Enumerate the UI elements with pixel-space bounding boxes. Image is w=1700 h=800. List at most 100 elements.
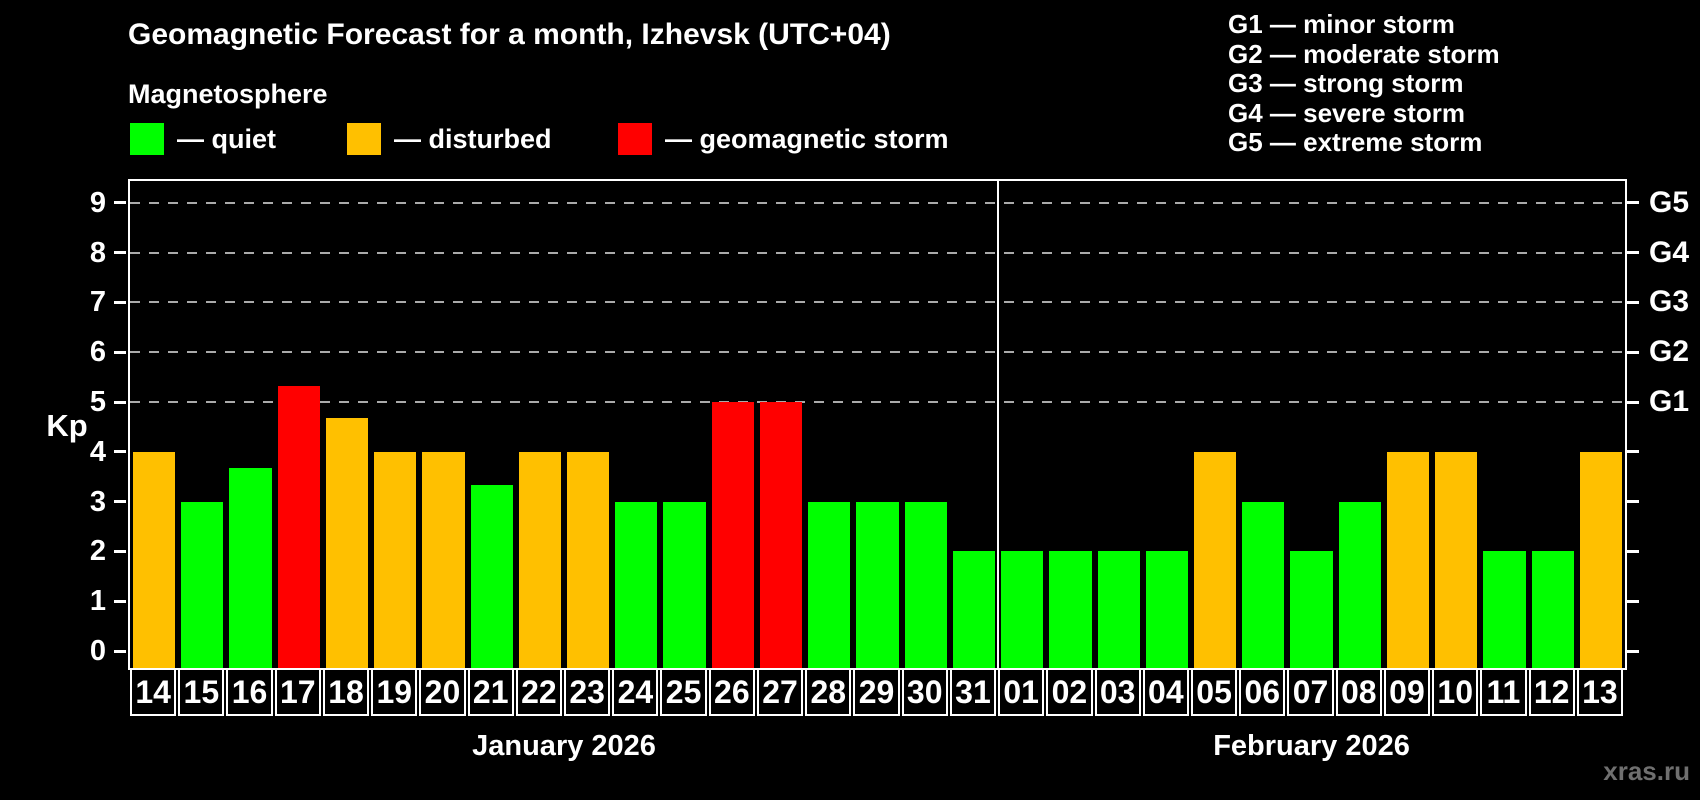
day-label-24: 24 <box>612 668 659 716</box>
bar-day-10 <box>1435 451 1478 668</box>
day-label-16: 16 <box>226 668 273 716</box>
bar-day-20 <box>422 451 465 668</box>
bar-day-23 <box>567 451 610 668</box>
day-label-29: 29 <box>853 668 900 716</box>
kp-tick-right <box>1627 599 1639 603</box>
day-label-01: 01 <box>998 668 1045 716</box>
bar-day-05 <box>1193 451 1237 668</box>
kp-tick-right <box>1627 500 1639 504</box>
kp-tick-left <box>114 649 126 653</box>
kp-tick-right <box>1627 400 1639 404</box>
bar-day-18 <box>325 418 369 668</box>
bar-day-21 <box>470 485 513 668</box>
day-label-02: 02 <box>1046 668 1093 716</box>
gridline-kp7 <box>130 301 1625 304</box>
bar-day-07 <box>1290 551 1333 668</box>
kp-tick-left <box>114 300 126 304</box>
month-label: February 2026 <box>1213 730 1410 762</box>
legend-item-quiet: — quiet <box>130 121 276 157</box>
magnetosphere-label: Magnetosphere <box>128 79 328 109</box>
day-label-07: 07 <box>1287 668 1334 716</box>
bar-day-04 <box>1145 551 1188 668</box>
g-scale-label-g3: G3 <box>1649 285 1690 319</box>
bar-day-03 <box>1097 551 1140 668</box>
bar-day-09 <box>1386 451 1430 668</box>
day-label-23: 23 <box>564 668 611 716</box>
day-label-31: 31 <box>949 668 997 716</box>
quiet-swatch <box>130 123 164 155</box>
kp-tick-left <box>114 500 126 504</box>
bar-day-17 <box>277 385 320 668</box>
day-label-03: 03 <box>1094 668 1141 716</box>
kp-tick-label: 1 <box>89 585 106 618</box>
day-label-06: 06 <box>1239 668 1286 716</box>
disturbed-swatch <box>347 123 381 155</box>
kp-tick-left <box>114 450 126 454</box>
kp-tick-right <box>1627 549 1639 553</box>
g4-legend-line: G4 — severe storm <box>1228 97 1466 128</box>
day-label-21: 21 <box>467 668 514 716</box>
legend-label-disturbed: — disturbed <box>394 123 552 154</box>
g5-legend-line: G5 — extreme storm <box>1228 127 1483 157</box>
legend-label-storm: — geomagnetic storm <box>665 123 949 154</box>
kp-tick-right <box>1627 350 1639 354</box>
kp-tick-left <box>114 350 126 354</box>
storm-swatch <box>618 123 652 155</box>
day-label-05: 05 <box>1190 668 1238 716</box>
kp-tick-right <box>1627 300 1639 304</box>
kp-tick-label: 3 <box>89 485 106 518</box>
bar-day-08 <box>1338 501 1381 668</box>
kp-tick-left <box>114 400 126 404</box>
kp-tick-left <box>114 599 126 603</box>
g-scale-label-g1: G1 <box>1649 385 1690 418</box>
day-label-18: 18 <box>322 668 370 716</box>
bar-day-28 <box>808 501 851 668</box>
gridline-kp9 <box>130 201 1625 204</box>
kp-tick-label: 2 <box>89 535 106 568</box>
kp-tick-right <box>1627 649 1639 653</box>
kp-tick-label: 9 <box>89 186 106 219</box>
bar-day-31 <box>952 551 996 668</box>
bar-day-13 <box>1579 451 1622 668</box>
day-label-04: 04 <box>1142 668 1189 716</box>
bar-day-24 <box>615 501 658 668</box>
day-label-28: 28 <box>805 668 852 716</box>
bar-day-16 <box>229 468 272 668</box>
day-label-20: 20 <box>419 668 466 716</box>
bar-day-25 <box>663 501 706 668</box>
y-axis-title: Kp <box>46 408 88 443</box>
g2-legend-line: G2 — moderate storm <box>1228 38 1500 69</box>
bar-day-29 <box>856 501 899 668</box>
day-label-27: 27 <box>756 668 804 716</box>
month-label: January 2026 <box>472 730 656 762</box>
gridline-kp8 <box>130 251 1625 254</box>
g-scale-label-g5: G5 <box>1649 185 1690 219</box>
legend-item-storm: — geomagnetic storm <box>618 121 949 157</box>
day-label-25: 25 <box>660 668 707 716</box>
kp-tick-label: 6 <box>89 336 106 369</box>
bar-day-14 <box>133 451 176 668</box>
day-label-17: 17 <box>274 668 321 716</box>
watermark: xras.ru <box>1603 756 1690 786</box>
day-label-12: 12 <box>1528 668 1575 716</box>
gridline-kp5 <box>130 401 1625 403</box>
kp-tick-label: 7 <box>89 286 106 319</box>
bar-day-11 <box>1483 551 1526 668</box>
storm-scale-legend: G1 — minor storm G2 — moderate storm G3 … <box>1228 9 1500 158</box>
kp-tick-left <box>114 201 126 205</box>
day-label-08: 08 <box>1335 668 1382 716</box>
g1-legend-line: G1 — minor storm <box>1228 9 1455 39</box>
kp-tick-label: 8 <box>89 236 106 269</box>
bar-day-27 <box>759 402 803 668</box>
kp-tick-left <box>114 549 126 553</box>
kp-tick-label: 4 <box>89 435 106 468</box>
bar-day-01 <box>1001 551 1044 668</box>
month-separator <box>997 181 1000 668</box>
plot-area: 0 1 2 3 4 5 6 7 8 9 G1 G2 G3 G4 G5 <box>90 179 1689 670</box>
day-label-14: 14 <box>130 668 177 716</box>
g3-legend-line: G3 — strong storm <box>1228 68 1464 98</box>
bar-day-06 <box>1242 501 1285 668</box>
bar-day-26 <box>711 402 754 668</box>
kp-tick-right <box>1627 201 1639 205</box>
